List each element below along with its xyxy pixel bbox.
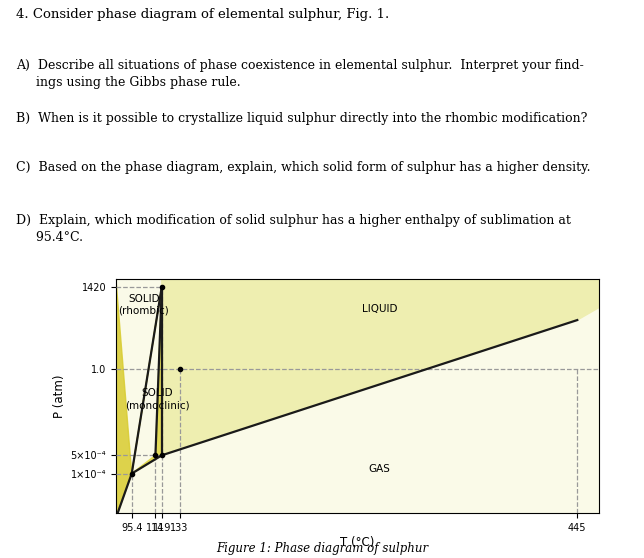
Text: SOLID
(monoclinic): SOLID (monoclinic) <box>125 388 189 410</box>
Y-axis label: P (atm): P (atm) <box>53 374 66 418</box>
Polygon shape <box>162 275 599 455</box>
X-axis label: T (°C): T (°C) <box>340 536 375 549</box>
Polygon shape <box>132 287 162 474</box>
Text: B)  When is it possible to crystallize liquid sulphur directly into the rhombic : B) When is it possible to crystallize li… <box>16 113 587 126</box>
Text: LIQUID: LIQUID <box>362 304 397 314</box>
Text: 4. Consider phase diagram of elemental sulphur, Fig. 1.: 4. Consider phase diagram of elemental s… <box>16 8 390 21</box>
Text: D)  Explain, which modification of solid sulphur has a higher enthalpy of sublim: D) Explain, which modification of solid … <box>16 214 571 244</box>
Text: C)  Based on the phase diagram, explain, which solid form of sulphur has a highe: C) Based on the phase diagram, explain, … <box>16 161 591 174</box>
Text: Figure 1: Phase diagram of sulphur: Figure 1: Phase diagram of sulphur <box>216 542 428 555</box>
Text: A)  Describe all situations of phase coexistence in elemental sulphur.  Interpre: A) Describe all situations of phase coex… <box>16 59 584 89</box>
Polygon shape <box>116 279 162 521</box>
Text: SOLID
(rhombic): SOLID (rhombic) <box>118 294 169 315</box>
Text: GAS: GAS <box>369 464 391 474</box>
